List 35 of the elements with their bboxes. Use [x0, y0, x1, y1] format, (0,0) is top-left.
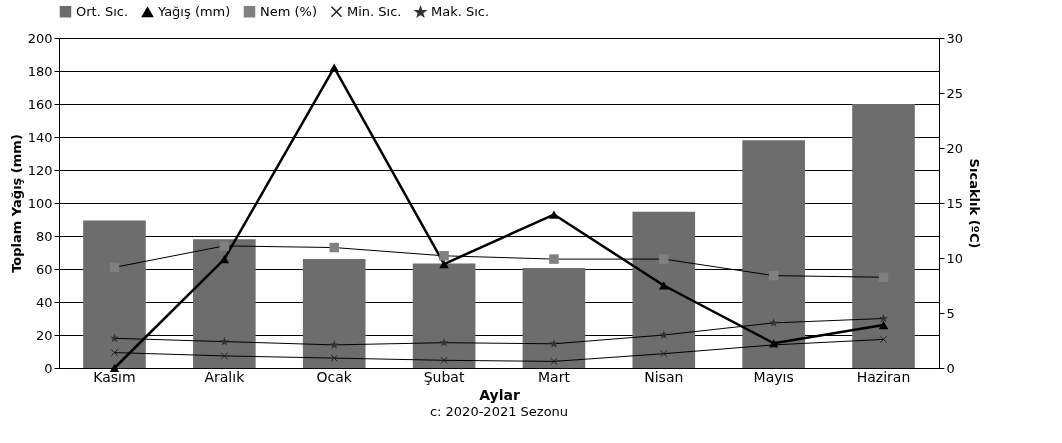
legend-label: Mak. Sıc.: [431, 4, 490, 20]
y2-tick-label: 30: [946, 30, 964, 46]
x-tick-label: Ocak: [316, 368, 353, 385]
legend-label: Min. Sıc.: [347, 3, 402, 19]
x-tick-label: Şubat: [423, 368, 465, 385]
x-tick-label: Haziran: [856, 368, 911, 385]
y-tick-label: 160: [27, 96, 53, 112]
y-tick-label: 80: [35, 228, 53, 244]
y2-tick-label: 20: [946, 140, 964, 156]
y2-tick-label: 0: [946, 360, 955, 376]
x-tick-label: Mart: [537, 368, 571, 385]
y2-tick-label: 15: [946, 195, 964, 211]
legend-label: Nem (%): [260, 3, 318, 19]
x-tick-label: Mayıs: [753, 368, 794, 385]
x-axis-title: Aylar: [479, 386, 520, 403]
x-tick-label: Kasım: [93, 368, 136, 385]
y-tick-label: 100: [27, 195, 53, 211]
y-tick-label: 40: [35, 294, 53, 310]
y-tick-label: 120: [27, 162, 53, 178]
y-axis-title: Toplam Yağış (mm): [8, 134, 24, 273]
y-tick-label: 20: [35, 327, 53, 343]
y-tick-label: 0: [44, 360, 53, 376]
legend-label: Ort. Sıc.: [76, 3, 129, 19]
y-tick-label: 140: [27, 129, 53, 145]
text: c: 2020-2021 Sezonu: [429, 404, 569, 419]
x-tick-label: Nisan: [644, 368, 684, 385]
y2-axis-title: Sıcaklık (ºC): [967, 158, 983, 249]
y2-tick-label: 25: [946, 85, 964, 101]
y2-tick-label: 5: [946, 305, 955, 321]
x-tick-label: Aralık: [204, 368, 246, 385]
legend-label: Yağış (mm): [157, 4, 231, 20]
y-tick-label: 60: [35, 261, 53, 277]
y2-tick-label: 10: [946, 250, 964, 266]
y-tick-label: 200: [27, 30, 53, 46]
y-tick-label: 180: [27, 63, 53, 79]
